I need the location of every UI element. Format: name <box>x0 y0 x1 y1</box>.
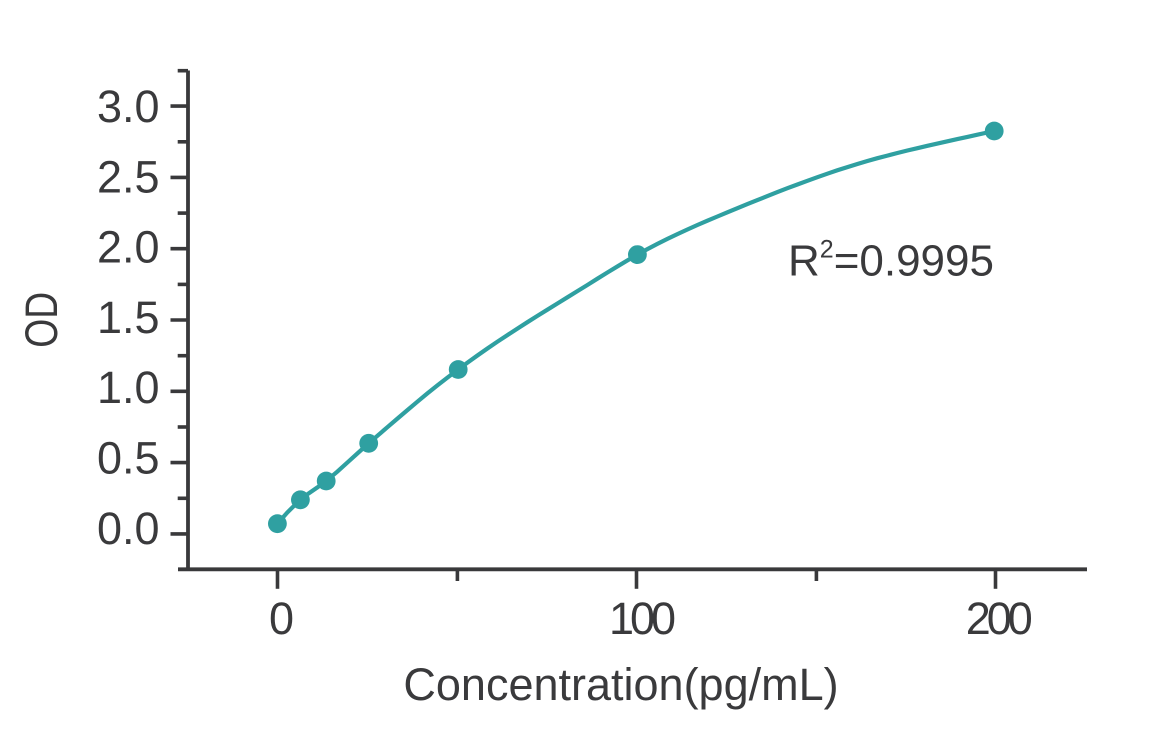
svg-text:0.5: 0.5 <box>97 433 160 484</box>
svg-text:Concentration(pg/mL): Concentration(pg/mL) <box>403 659 838 710</box>
svg-text:R2=0.9995: R2=0.9995 <box>788 236 994 286</box>
svg-text:1.0: 1.0 <box>97 362 160 413</box>
svg-text:3.0: 3.0 <box>97 81 160 132</box>
svg-text:1.5: 1.5 <box>97 292 160 343</box>
svg-text:200: 200 <box>966 593 1033 644</box>
svg-text:OD: OD <box>16 292 67 348</box>
svg-text:100: 100 <box>609 593 676 644</box>
svg-text:2.0: 2.0 <box>97 222 160 273</box>
svg-text:2.5: 2.5 <box>97 151 160 202</box>
svg-text:0.0: 0.0 <box>97 503 160 554</box>
svg-text:0: 0 <box>269 593 294 644</box>
